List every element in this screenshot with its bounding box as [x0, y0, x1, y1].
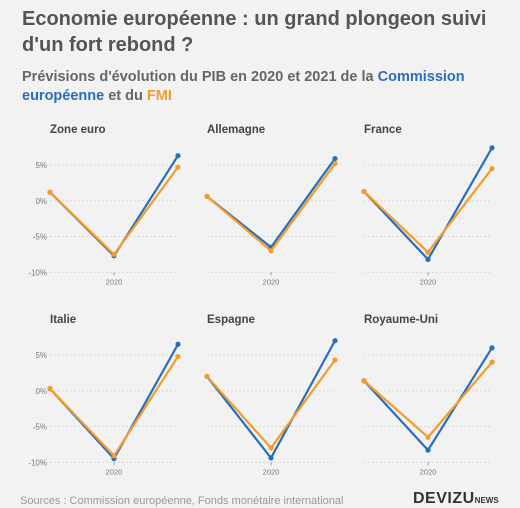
series-line-fmi [206, 162, 336, 252]
y-tick-label: -5% [33, 233, 47, 242]
chart-espagne: Espagne 2020 [204, 314, 338, 476]
data-point-fmi [111, 251, 117, 257]
chart-title: Zone euro [50, 124, 106, 136]
data-point-fmi [47, 189, 53, 195]
subtitle-part2: et du [104, 88, 147, 104]
subtitle-fmi: FMI [146, 88, 172, 104]
data-point-fmi [111, 453, 117, 459]
data-point-ec [332, 155, 338, 162]
data-point-ec [425, 256, 431, 262]
data-point-fmi [425, 249, 431, 255]
data-point-fmi [332, 160, 338, 167]
x-tick-label: 2020 [106, 277, 123, 286]
data-point-fmi [332, 357, 338, 363]
chart-italie: Italie 5% 0% -5% -10% 2020 [28, 314, 181, 476]
data-point-fmi [175, 164, 181, 170]
sources-footer: Sources : Commission européenne, Fonds m… [20, 495, 344, 507]
logo-main: DEVIZU [413, 490, 475, 507]
data-point-ec [489, 345, 495, 351]
chart-title: Espagne [207, 314, 255, 326]
data-point-fmi [204, 193, 210, 200]
data-point-fmi [204, 373, 210, 380]
chart-title: Italie [50, 314, 76, 326]
data-point-fmi [361, 378, 367, 384]
data-point-ec [425, 447, 431, 453]
x-tick-label: 2020 [420, 277, 437, 286]
chart-title: Royaume-Uni [364, 314, 438, 326]
y-tick-label: 0% [35, 387, 47, 396]
data-point-ec [175, 341, 181, 347]
x-tick-label: 2020 [263, 277, 280, 286]
y-tick-label: 0% [35, 197, 47, 206]
chart-royaume-uni: Royaume-Uni 2020 [361, 314, 495, 476]
series-line-fmi [49, 166, 179, 256]
data-point-fmi [47, 386, 53, 392]
data-point-fmi [361, 188, 367, 195]
data-point-fmi [268, 248, 274, 254]
data-point-fmi [425, 434, 431, 440]
y-tick-label: 5% [35, 351, 47, 360]
data-point-fmi [489, 165, 495, 172]
chart-title: Allemagne [207, 124, 265, 136]
logo-sub: NEWS [474, 496, 499, 505]
chart-allemagne: Allemagne 2020 [204, 124, 338, 286]
data-point-ec [175, 153, 181, 159]
y-tick-label: -5% [33, 423, 47, 432]
page-title: Economie européenne : un grand plongeon … [22, 8, 487, 56]
series-line-fmi [49, 355, 179, 457]
series-line-fmi [363, 361, 493, 439]
brand-logo: DEVIZUNEWS [413, 490, 499, 508]
y-tick-label: -10% [28, 268, 47, 277]
data-point-ec [489, 145, 495, 151]
x-tick-label: 2020 [263, 467, 280, 476]
data-point-fmi [175, 353, 181, 360]
x-tick-label: 2020 [420, 467, 437, 476]
data-point-ec [332, 338, 338, 344]
series-line-fmi [206, 359, 336, 450]
data-point-ec [268, 455, 274, 461]
chart-france: France 2020 [361, 124, 495, 286]
data-point-fmi [489, 359, 495, 365]
series-line-ec [206, 157, 336, 249]
x-tick-label: 2020 [106, 467, 123, 476]
data-point-fmi [268, 445, 274, 451]
subtitle-part1: Prévisions d'évolution du PIB en 2020 et… [22, 69, 378, 85]
page-subtitle: Prévisions d'évolution du PIB en 2020 et… [22, 68, 512, 106]
y-tick-label: -10% [28, 458, 47, 467]
subtitle-ec: Commission européenne [22, 69, 465, 104]
chart-zone-euro: Zone euro 5% 0% -5% -10% 2020 [28, 124, 181, 286]
series-line-ec [49, 155, 179, 257]
y-tick-label: 5% [35, 161, 47, 170]
series-line-ec [49, 343, 179, 460]
chart-title: France [364, 124, 402, 136]
